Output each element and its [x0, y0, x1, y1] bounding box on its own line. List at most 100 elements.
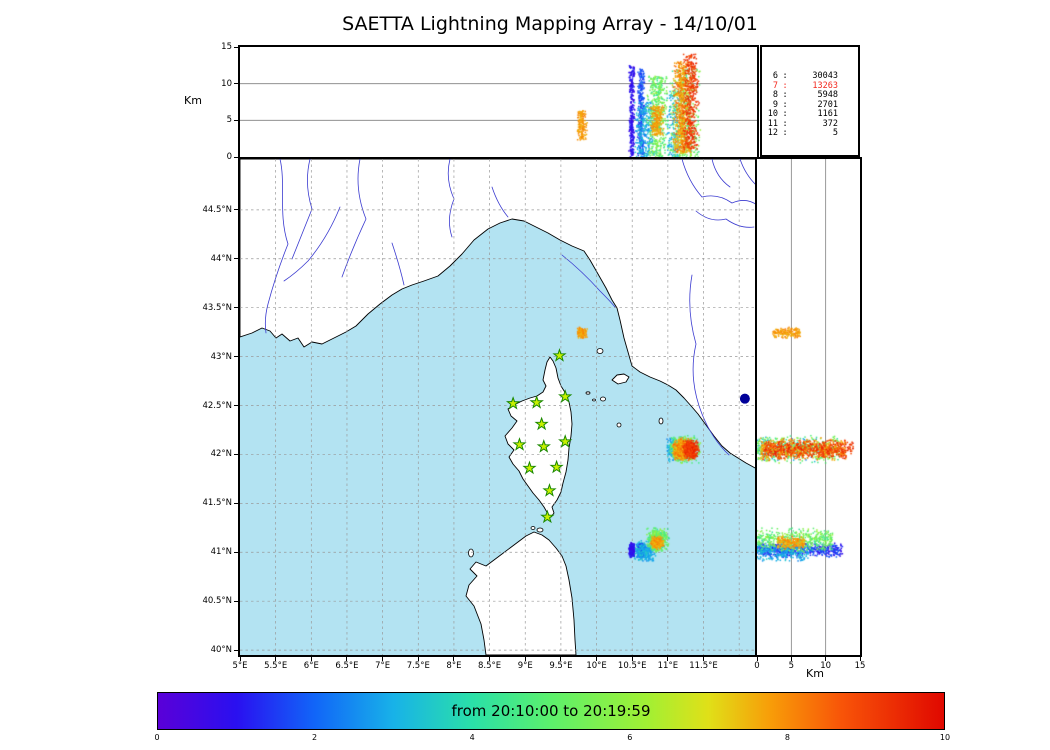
small-island: [592, 398, 596, 402]
map-ytick-mark: [234, 356, 238, 358]
small-island: [468, 548, 474, 558]
map-xtick-label: 10.5°E: [617, 661, 647, 671]
map-xtick-label: 11.5°E: [689, 661, 718, 671]
map-xtick-mark: [524, 657, 526, 661]
map-ytick-mark: [234, 209, 238, 211]
source-count-cnt: 13263: [812, 80, 838, 91]
small-island: [658, 417, 664, 425]
right-xtick-mark: [790, 657, 792, 661]
map-xtick-label: 6°E: [303, 661, 319, 671]
map-xtick-mark: [489, 657, 491, 661]
right-panel-gridlines: [790, 159, 827, 655]
source-count-sep: :: [782, 90, 788, 100]
altitude-axis-label-top: Km: [184, 94, 202, 107]
small-island: [600, 396, 606, 402]
source-count-lvl: 12: [767, 128, 778, 138]
source-count-cnt: 1161: [817, 109, 838, 119]
map-panel: [238, 157, 759, 657]
right-xtick-label: 0: [754, 661, 760, 671]
source-count-sep: :: [782, 118, 788, 129]
right-xtick-mark: [859, 657, 861, 661]
map-xtick-label: 10°E: [586, 661, 607, 671]
source-count-row: 10: 1161: [762, 109, 858, 120]
map-ytick-mark: [234, 258, 238, 260]
top-ytick-label: 10: [221, 78, 232, 89]
top-ytick-label: 15: [221, 42, 232, 52]
map-ytick-label: 43.5°N: [202, 302, 232, 313]
map-xtick-mark: [703, 657, 705, 661]
map-ytick-label: 42°N: [210, 449, 232, 460]
latitude-altitude-panel: [755, 157, 862, 657]
navy-dot-marker: [739, 393, 750, 404]
map-xtick-mark: [346, 657, 348, 661]
source-count-row: 8: 5948: [762, 90, 858, 101]
map-xtick-label: 9.5°E: [549, 661, 573, 671]
map-xtick-mark: [239, 657, 241, 661]
top-ytick-label: 5: [226, 115, 232, 126]
right-xtick-label: 10: [820, 661, 832, 671]
map-xtick-label: 8°E: [446, 661, 462, 671]
map-xtick-label: 7.5°E: [406, 661, 430, 671]
source-count-lvl: 8: [772, 90, 778, 100]
source-count-sep: :: [782, 109, 788, 119]
map-ytick-label: 41.5°N: [202, 498, 232, 509]
source-count-row: 6: 30043: [762, 71, 858, 82]
top-ytick-mark: [234, 83, 238, 85]
map-ytick-label: 43°N: [210, 351, 232, 362]
map-xtick-label: 7°E: [375, 661, 391, 671]
small-island: [596, 348, 604, 354]
colorbar-tick-label: 0: [154, 733, 160, 742]
small-island: [536, 527, 544, 533]
map-xtick-label: 8.5°E: [478, 661, 502, 671]
source-count-cnt: 5948: [817, 90, 838, 100]
right-xtick-label: 15: [854, 661, 866, 671]
map-xtick-mark: [417, 657, 419, 661]
colorbar-tick-label: 4: [469, 733, 475, 742]
map-xtick-mark: [560, 657, 562, 661]
source-count-lvl: 6: [772, 71, 778, 81]
source-count-cnt: 2701: [817, 99, 838, 110]
source-count-lvl: 10: [767, 109, 778, 119]
map-ytick-mark: [234, 502, 238, 504]
top-ytick-mark: [234, 119, 238, 121]
map-xtick-mark: [310, 657, 312, 661]
source-count-sep: :: [782, 71, 788, 81]
map-ytick-mark: [234, 649, 238, 651]
figure-title: SAETTA Lightning Mapping Array - 14/10/0…: [342, 13, 758, 35]
source-count-row: 9: 2701: [762, 99, 858, 111]
source-count-sep: :: [782, 128, 788, 138]
source-count-row: 7: 13263: [762, 80, 858, 92]
colorbar-tick-label: 6: [627, 733, 633, 742]
map-xtick-label: 6.5°E: [335, 661, 359, 671]
colorbar-tick-label: 8: [784, 733, 790, 742]
source-count-lvl: 7: [772, 80, 778, 91]
map-ytick-label: 44°N: [210, 253, 232, 264]
map-ytick-label: 40°N: [210, 645, 232, 656]
top-panel-gridlines: [240, 83, 757, 121]
map-xtick-label: 9°E: [517, 661, 533, 671]
map-ytick-mark: [234, 307, 238, 309]
map-xtick-mark: [275, 657, 277, 661]
map-ytick-mark: [234, 405, 238, 407]
source-count-sep: :: [782, 80, 788, 91]
map-ytick-mark: [234, 551, 238, 553]
source-count-lvl: 11: [767, 118, 778, 129]
top-ytick-mark: [234, 46, 238, 48]
right-xtick-label: 5: [788, 661, 795, 671]
map-xtick-label: 5.5°E: [264, 661, 288, 671]
source-count-row: 12: 5: [762, 128, 858, 139]
map-ytick-label: 44.5°N: [202, 204, 232, 215]
longitude-altitude-panel: [238, 45, 759, 159]
colorbar-label: from 20:10:00 to 20:19:59: [451, 702, 651, 720]
map-xtick-mark: [596, 657, 598, 661]
map-ytick-mark: [234, 600, 238, 602]
map-xtick-mark: [667, 657, 669, 661]
top-ytick-mark: [234, 156, 238, 158]
small-island: [585, 391, 591, 395]
source-count-sep: :: [782, 99, 788, 110]
source-count-row: 11: 372: [762, 118, 858, 130]
source-count-cnt: 372: [822, 118, 838, 129]
altitude-axis-label-right: Km: [806, 667, 824, 680]
small-island: [530, 526, 536, 530]
